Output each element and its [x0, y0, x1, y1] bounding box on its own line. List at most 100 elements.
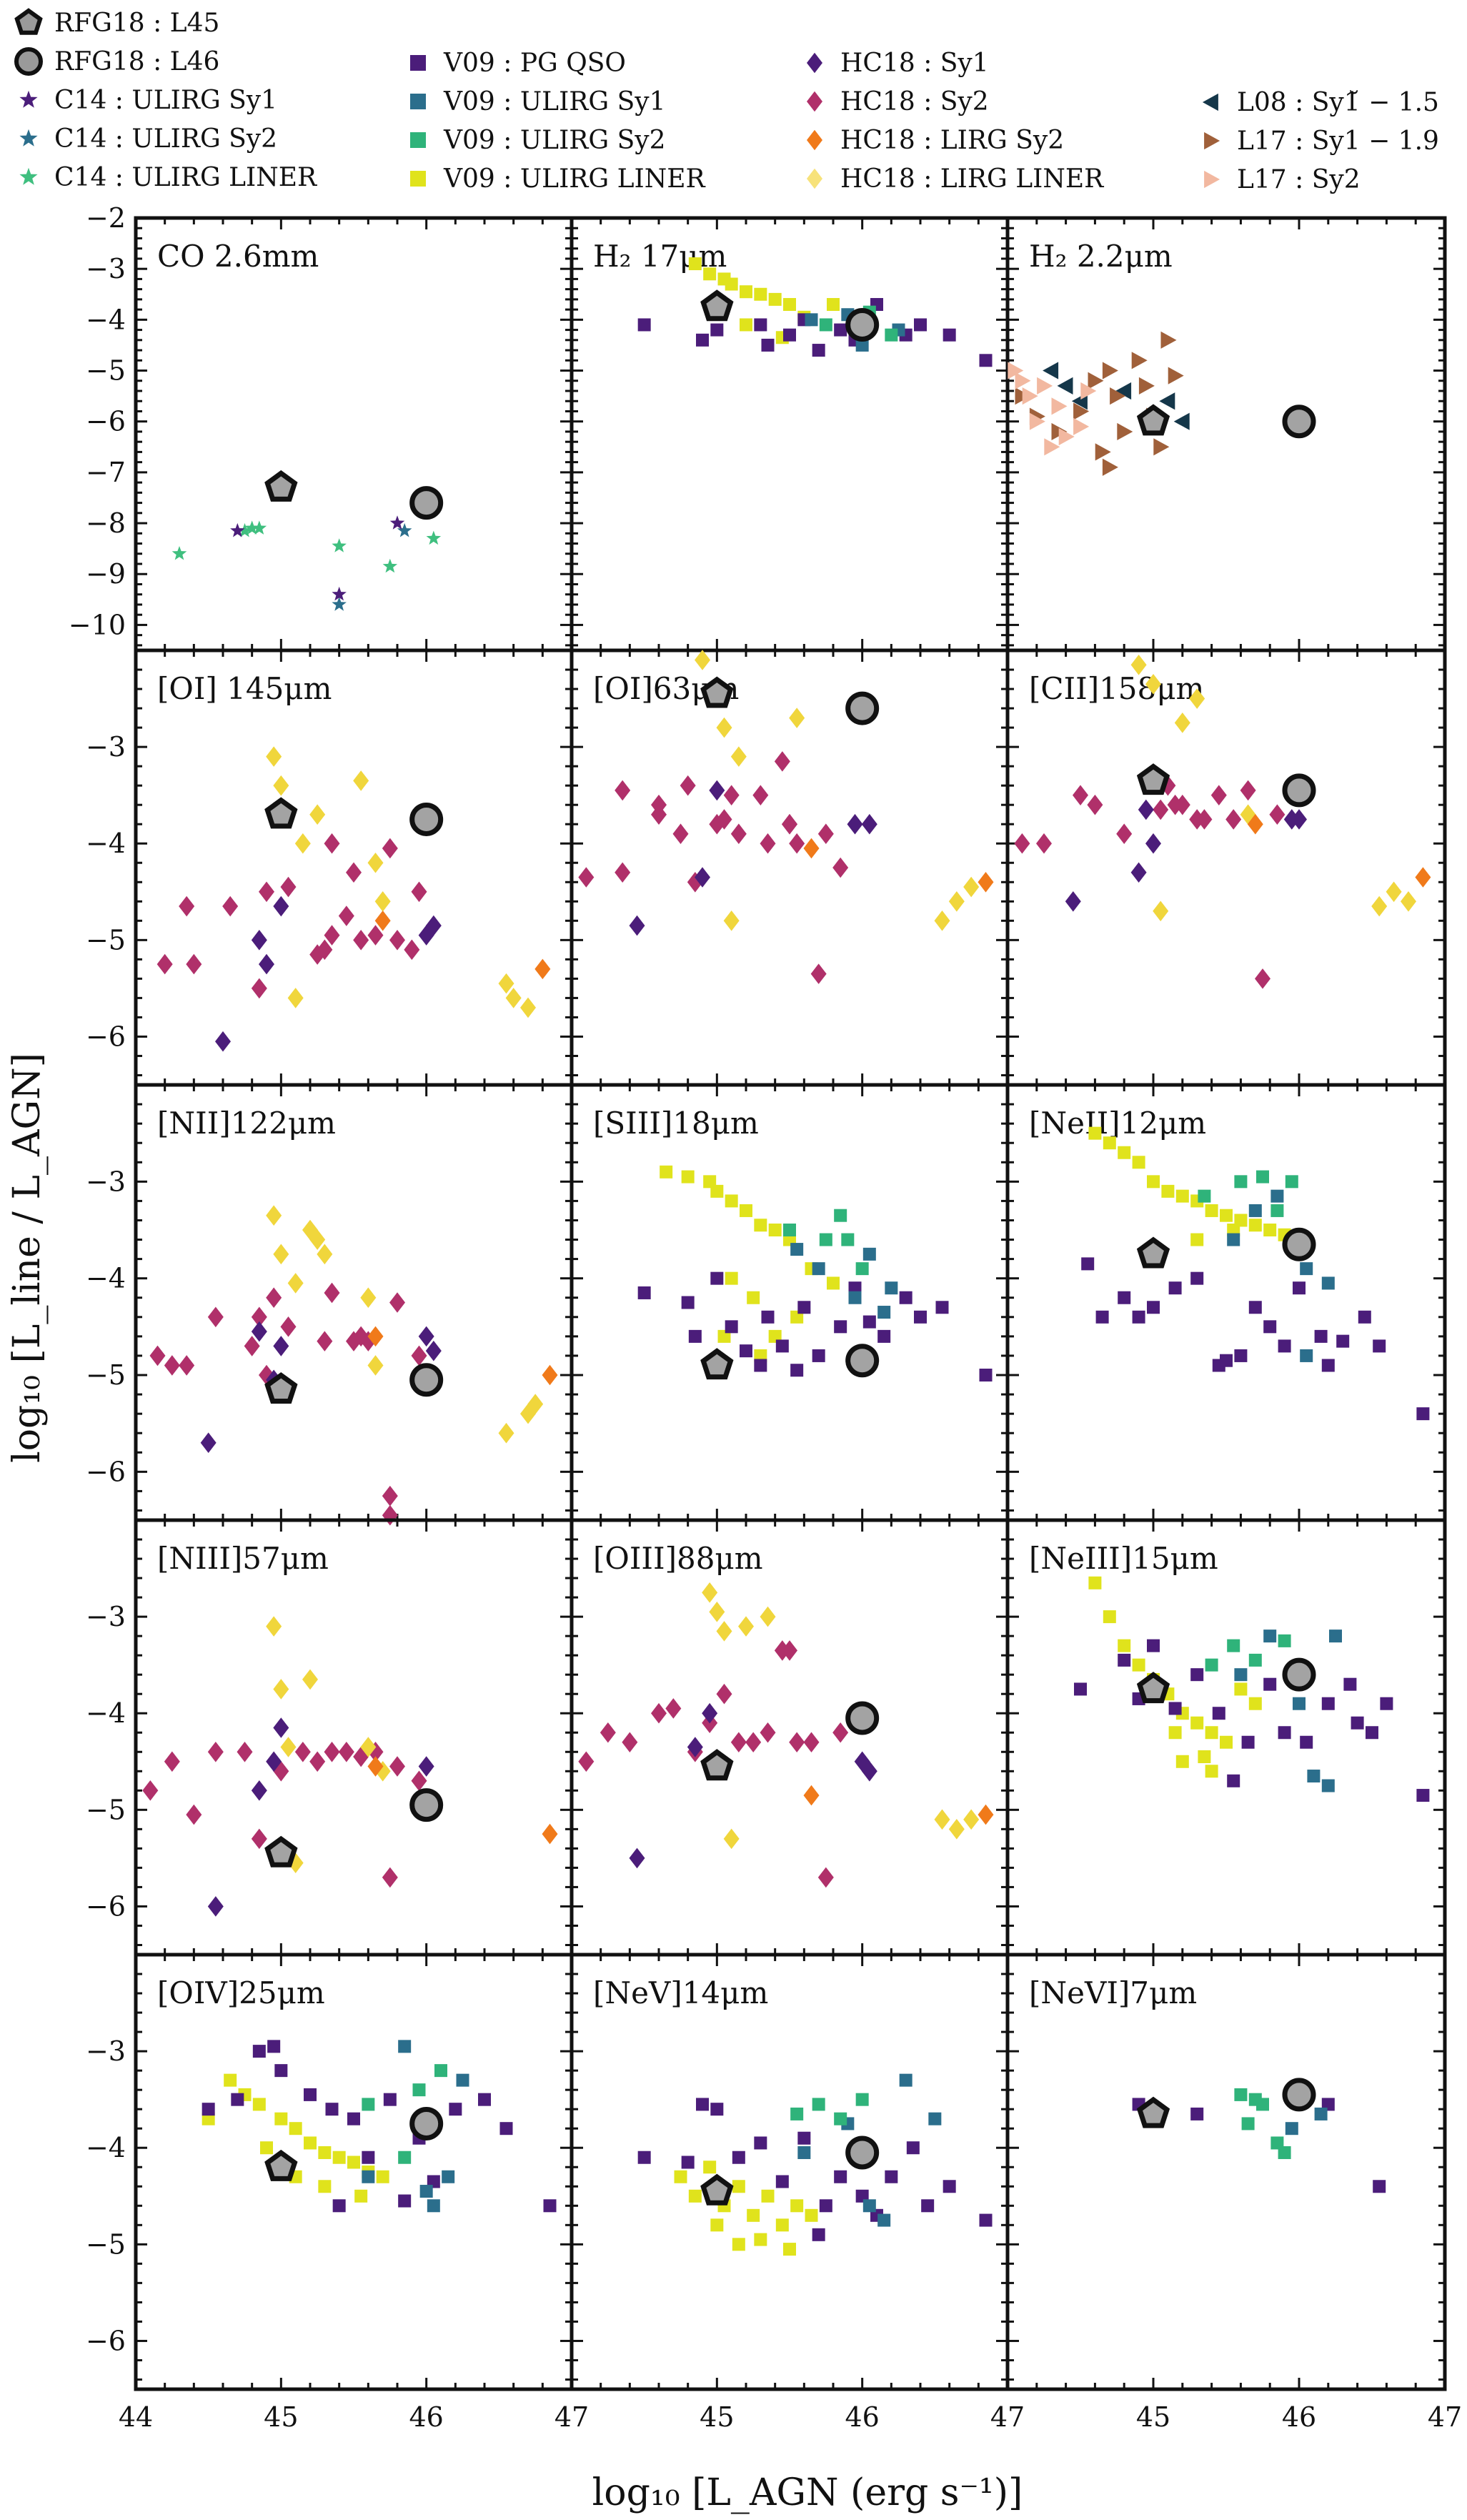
data-point: [834, 2112, 847, 2125]
rfg18-l46-point: [845, 307, 880, 342]
rfg18-l45-point: [700, 676, 734, 708]
data-point: [615, 862, 631, 883]
legend-label: RFG18 : L46: [54, 47, 219, 76]
data-point: [251, 978, 267, 999]
data-point: [730, 823, 747, 845]
data-point: [332, 2151, 346, 2164]
data-point: [810, 963, 827, 984]
data-point: [1256, 1170, 1269, 1184]
chart-panel: −3 −4 −5 −6 [OI] 145μm: [86, 648, 574, 1087]
data-point: [921, 2199, 935, 2213]
data-point: [1314, 1329, 1328, 1343]
y-tick-label: −6: [86, 406, 126, 437]
panel-frame: [570, 1518, 1010, 1957]
data-point: [353, 1746, 369, 1767]
data-point: [317, 1331, 333, 1351]
data-point: [149, 1345, 166, 1366]
data-point: [231, 2093, 244, 2106]
data-point: [260, 2141, 273, 2155]
chart-panel: −2 −3 −4 −5 −6 −7 −8 −9 −10 CO 2.6mm: [69, 202, 574, 653]
data-point: [696, 2098, 709, 2111]
data-point: [812, 1262, 825, 1276]
data-point: [252, 2098, 266, 2111]
data-point: [732, 2180, 745, 2193]
data-point: [914, 318, 927, 332]
data-point: [928, 2112, 942, 2125]
data-point: [1115, 382, 1132, 400]
data-point: [1130, 862, 1147, 883]
data-point: [382, 1867, 398, 1888]
data-point: [1248, 1697, 1262, 1710]
data-point: [1285, 2122, 1298, 2135]
data-point: [324, 833, 340, 854]
data-point: [1255, 968, 1270, 989]
data-point: [1307, 1770, 1321, 1783]
panel-title: [NeIII]15μm: [1029, 1541, 1218, 1576]
data-point: [425, 915, 442, 936]
data-point: [304, 2136, 317, 2150]
rfg18-l45-point: [700, 1348, 734, 1380]
data-point: [367, 852, 384, 873]
data-point: [803, 838, 820, 859]
data-point: [360, 1737, 377, 1757]
data-point: [1138, 377, 1155, 395]
data-point: [637, 318, 651, 332]
data-point: [1168, 1702, 1182, 1715]
data-point: [1118, 1291, 1131, 1304]
data-point: [1220, 1354, 1233, 1367]
data-point: [274, 2064, 288, 2078]
rfg18-l45-point: [1136, 404, 1170, 436]
data-point: [747, 1291, 760, 1304]
data-point: [1358, 1310, 1371, 1324]
data-point: [324, 1741, 340, 1762]
data-point: [1117, 422, 1133, 441]
data-point: [948, 891, 965, 912]
data-point: [1240, 780, 1256, 801]
data-point: [782, 813, 797, 835]
data-point: [1190, 1233, 1204, 1246]
data-point: [1015, 372, 1031, 390]
data-point: [1278, 1634, 1291, 1647]
data-point: [1153, 799, 1169, 820]
data-point: [280, 876, 297, 898]
data-point: [1014, 833, 1030, 854]
data-point: [832, 1722, 849, 1743]
panel-frame: [134, 1953, 574, 2391]
data-point: [273, 896, 289, 917]
data-point: [302, 1669, 318, 1690]
data-point: [1160, 331, 1177, 349]
data-point: [1225, 809, 1242, 830]
data-point: [325, 2103, 339, 2116]
data-point: [1153, 901, 1169, 922]
data-point: [848, 1281, 862, 1295]
y-tick-label: −5: [86, 924, 126, 956]
data-point: [717, 1329, 731, 1343]
data-point: [251, 1780, 267, 1801]
data-point: [885, 1281, 898, 1295]
data-point: [812, 2228, 825, 2241]
data-point: [775, 2175, 789, 2188]
panel-title: H₂ 2.2μm: [1029, 239, 1173, 274]
data-point: [914, 1310, 927, 1324]
data-point: [505, 988, 522, 1008]
data-point: [1029, 412, 1045, 430]
data-point: [1270, 2136, 1284, 2150]
x-tick-label: 45: [264, 2401, 298, 2433]
panel-title: [SIII]18μm: [593, 1106, 759, 1141]
data-point: [294, 1741, 311, 1762]
data-point: [768, 1329, 782, 1343]
data-point: [740, 318, 752, 332]
y-tick-label: −5: [86, 355, 126, 387]
data-point: [979, 354, 993, 367]
chart-panel: [SIII]18μm: [570, 1083, 1010, 1522]
data-point: [1168, 1726, 1182, 1740]
data-point: [1088, 1126, 1102, 1140]
data-point: [783, 328, 796, 342]
data-point: [723, 785, 740, 805]
data-point: [1074, 1682, 1087, 1696]
chart-panel: 45 46 47 [NeVI]7μm: [1005, 1953, 1462, 2433]
data-point: [1321, 2098, 1335, 2111]
data-point: [244, 520, 259, 535]
legend-label: HC18 : LIRG LINER: [840, 164, 1104, 194]
chart-panel: −3 −4 −5 −6 [NII]122μm: [86, 1083, 574, 1526]
